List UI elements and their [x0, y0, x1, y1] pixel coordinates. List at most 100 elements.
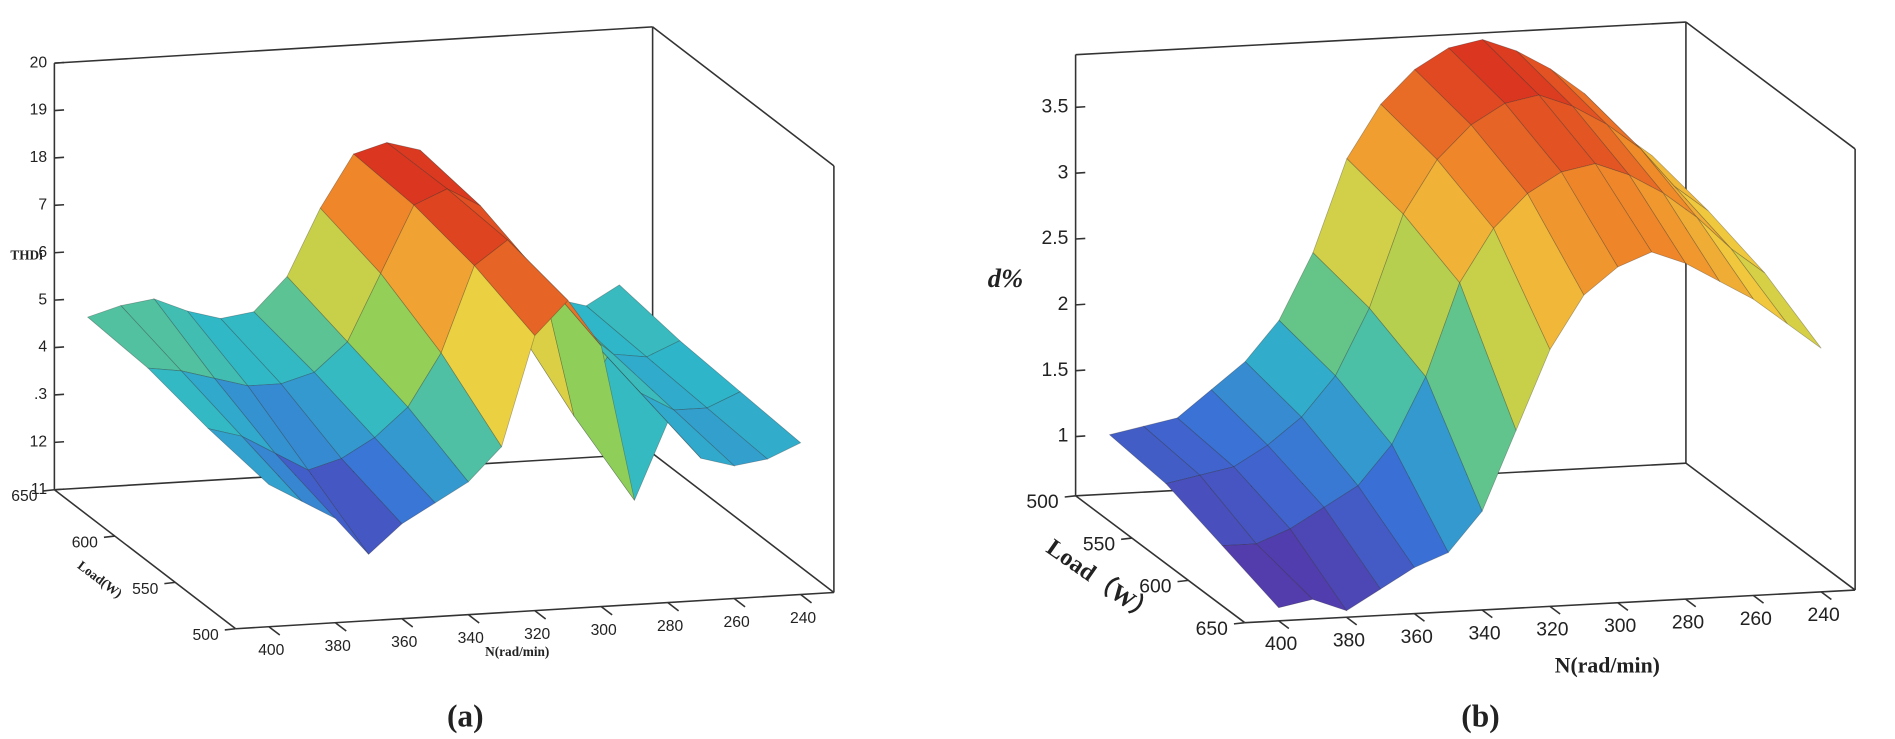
x-tick-label: 380 [1333, 631, 1365, 652]
z-tick [54, 61, 65, 64]
z-tick-label: 3 [1058, 162, 1069, 183]
surface-cell [672, 407, 769, 467]
z-tick-label: 2 [1058, 294, 1069, 315]
x-tick-label: 240 [1808, 605, 1840, 626]
x-tick [401, 618, 414, 628]
x-tick [1617, 602, 1629, 611]
z-tick-label: 3.5 [1041, 96, 1068, 117]
x-tick [1685, 598, 1697, 608]
z-tick [1075, 237, 1086, 240]
box-edge [652, 26, 835, 167]
y-tick [1121, 537, 1133, 541]
box-edge [652, 452, 835, 594]
x-tick [1278, 620, 1290, 630]
x-tick-label: 340 [1468, 623, 1500, 644]
y-tick [1064, 495, 1076, 498]
z-tick-label: 2.5 [1041, 228, 1068, 249]
y-tick-label: 600 [72, 534, 98, 551]
surface-cell [1730, 248, 1822, 349]
y-tick [43, 488, 55, 492]
x-tick [600, 605, 613, 616]
z-tick-label: 1.5 [1041, 360, 1068, 381]
surface-cell [1526, 171, 1619, 296]
z-axis-label: THDi [10, 248, 43, 263]
x-tick [534, 609, 547, 620]
z-tick [54, 440, 65, 444]
x-tick-label: 260 [1740, 609, 1772, 630]
x-tick [667, 601, 680, 612]
z-tick-label: 18 [30, 149, 48, 166]
y-tick [164, 581, 176, 585]
x-tick [733, 597, 746, 608]
z-tick-label: 6 [38, 244, 47, 261]
z-tick [1075, 105, 1086, 109]
z-tick [1075, 435, 1086, 438]
z-tick-label: 19 [30, 102, 47, 119]
x-tick-label: 260 [724, 614, 750, 631]
surface-cell [1221, 543, 1314, 609]
x-tick-label: 240 [790, 610, 816, 627]
surface-cell [86, 305, 183, 372]
z-tick-label: 5 [38, 291, 47, 308]
y-tick-label: 550 [1083, 534, 1115, 555]
surface-cell [706, 391, 802, 460]
box-edge [1075, 21, 1686, 56]
z-tick [54, 109, 65, 112]
x-tick-label: 300 [591, 622, 617, 639]
z-tick-label: 7 [38, 196, 47, 213]
y-tick [224, 627, 236, 631]
surface-cell [1255, 528, 1348, 612]
box-edge [1685, 21, 1856, 150]
x-axis-label: N(rad/min) [1555, 653, 1660, 677]
z-tick [54, 393, 65, 396]
y-tick [1177, 579, 1189, 583]
z-tick [54, 298, 65, 301]
surface-cell [147, 367, 243, 437]
y-tick-label: 550 [132, 581, 158, 598]
z-axis-label: d% [988, 263, 1023, 293]
z-tick-label: 20 [30, 54, 48, 71]
z-tick-label: 12 [30, 434, 47, 451]
x-tick-label: 360 [1401, 627, 1433, 648]
z-tick-label: .3 [34, 386, 47, 403]
x-tick [800, 593, 813, 604]
y-tick-label: 600 [1139, 577, 1171, 598]
z-tick-label: 4 [38, 339, 47, 356]
z-tick [1075, 369, 1086, 372]
surface-cell [1459, 227, 1551, 432]
x-tick [1752, 594, 1765, 604]
z-tick-label: 11 [31, 481, 47, 498]
box-edge [1075, 495, 1246, 624]
box-edge [54, 26, 653, 64]
surface-cell [1537, 94, 1631, 176]
x-tick-label: 380 [325, 638, 351, 655]
surface-cell [1108, 425, 1201, 485]
y-tick [1233, 621, 1245, 625]
x-tick-label: 320 [1536, 620, 1568, 641]
surface-cell [645, 340, 741, 409]
surface-cell [186, 310, 282, 387]
x-tick-label: 280 [657, 618, 683, 635]
x-tick-label: 400 [1265, 634, 1297, 655]
x-tick-label: 400 [258, 642, 284, 659]
z-tick [54, 203, 65, 207]
x-tick-label: 340 [458, 630, 484, 647]
x-tick [268, 626, 281, 636]
z-tick [1075, 303, 1086, 306]
z-tick [54, 156, 65, 159]
x-tick [1346, 616, 1358, 626]
z-tick [54, 251, 65, 254]
caption: (a) [447, 699, 484, 734]
surface-cell [207, 428, 303, 502]
x-tick [1481, 609, 1493, 619]
x-tick [334, 622, 347, 632]
x-tick [1820, 591, 1832, 601]
x-tick-label: 360 [391, 634, 417, 651]
z-tick-label: 1 [1058, 426, 1069, 447]
x-tick-label: 280 [1672, 612, 1704, 633]
caption: (b) [1461, 699, 1499, 734]
y-tick-label: 500 [193, 627, 219, 644]
x-tick-label: 320 [524, 626, 550, 643]
